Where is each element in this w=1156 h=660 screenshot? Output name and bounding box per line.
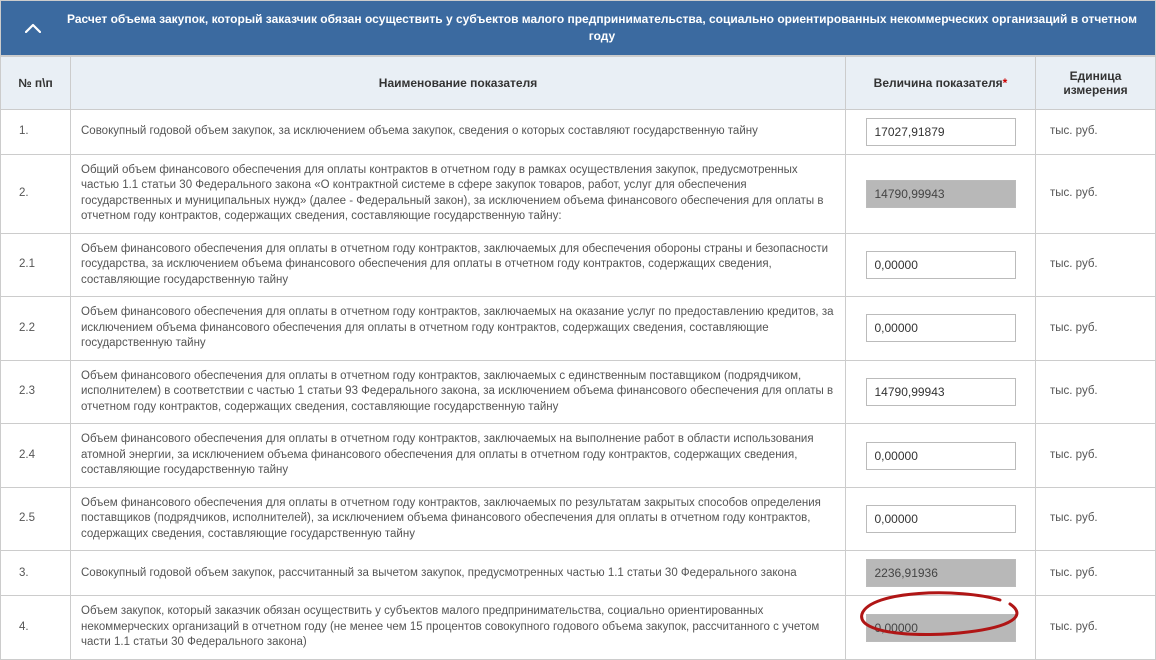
value-input [866,180,1016,208]
table-row: 3.Совокупный годовой объем закупок, расс… [1,551,1156,596]
col-header-name: Наименование показателя [71,56,846,109]
value-input [866,614,1016,642]
row-unit: тыс. руб. [1036,596,1156,660]
row-unit: тыс. руб. [1036,297,1156,361]
table-row: 1.Совокупный годовой объем закупок, за и… [1,109,1156,154]
row-unit: тыс. руб. [1036,154,1156,233]
col-header-value: Величина показателя* [846,56,1036,109]
row-value-cell [846,487,1036,551]
row-name: Совокупный годовой объем закупок, рассчи… [71,551,846,596]
row-unit: тыс. руб. [1036,487,1156,551]
row-num: 2.2 [1,297,71,361]
row-name: Совокупный годовой объем закупок, за иск… [71,109,846,154]
value-input[interactable] [866,505,1016,533]
row-num: 2.4 [1,424,71,488]
value-input[interactable] [866,314,1016,342]
row-unit: тыс. руб. [1036,233,1156,297]
row-value-cell [846,233,1036,297]
value-input[interactable] [866,251,1016,279]
row-num: 4. [1,596,71,660]
row-num: 2.1 [1,233,71,297]
row-num: 3. [1,551,71,596]
required-star-icon: * [1003,76,1008,90]
value-input [866,559,1016,587]
section-title: Расчет объема закупок, который заказчик … [65,11,1139,45]
table-row: 2.5Объем финансового обеспечения для опл… [1,487,1156,551]
table-row: 2.3Объем финансового обеспечения для опл… [1,360,1156,424]
row-value-cell [846,596,1036,660]
row-unit: тыс. руб. [1036,551,1156,596]
row-value-cell [846,109,1036,154]
table-row: 2.1Объем финансового обеспечения для опл… [1,233,1156,297]
row-num: 2. [1,154,71,233]
row-name: Объем финансового обеспечения для оплаты… [71,487,846,551]
table-row: 4.Объем закупок, который заказчик обязан… [1,596,1156,660]
table-header-row: № п\п Наименование показателя Величина п… [1,56,1156,109]
row-value-cell [846,551,1036,596]
table-row: 2.Общий объем финансового обеспечения дл… [1,154,1156,233]
chevron-up-icon [17,23,49,33]
row-unit: тыс. руб. [1036,360,1156,424]
value-input[interactable] [866,442,1016,470]
row-name: Объем финансового обеспечения для оплаты… [71,297,846,361]
col-header-num: № п\п [1,56,71,109]
row-value-cell [846,424,1036,488]
row-name: Объем финансового обеспечения для оплаты… [71,360,846,424]
row-name: Объем финансового обеспечения для оплаты… [71,424,846,488]
row-num: 2.3 [1,360,71,424]
value-input[interactable] [866,118,1016,146]
row-value-cell [846,297,1036,361]
section-header[interactable]: Расчет объема закупок, который заказчик … [0,0,1156,56]
row-num: 2.5 [1,487,71,551]
row-value-cell [846,154,1036,233]
row-name: Общий объем финансового обеспечения для … [71,154,846,233]
calculation-table: № п\п Наименование показателя Величина п… [0,56,1156,660]
row-name: Объем финансового обеспечения для оплаты… [71,233,846,297]
table-row: 2.4Объем финансового обеспечения для опл… [1,424,1156,488]
row-unit: тыс. руб. [1036,424,1156,488]
col-header-unit: Единица измерения [1036,56,1156,109]
value-input[interactable] [866,378,1016,406]
row-num: 1. [1,109,71,154]
row-value-cell [846,360,1036,424]
row-name: Объем закупок, который заказчик обязан о… [71,596,846,660]
row-unit: тыс. руб. [1036,109,1156,154]
table-row: 2.2Объем финансового обеспечения для опл… [1,297,1156,361]
